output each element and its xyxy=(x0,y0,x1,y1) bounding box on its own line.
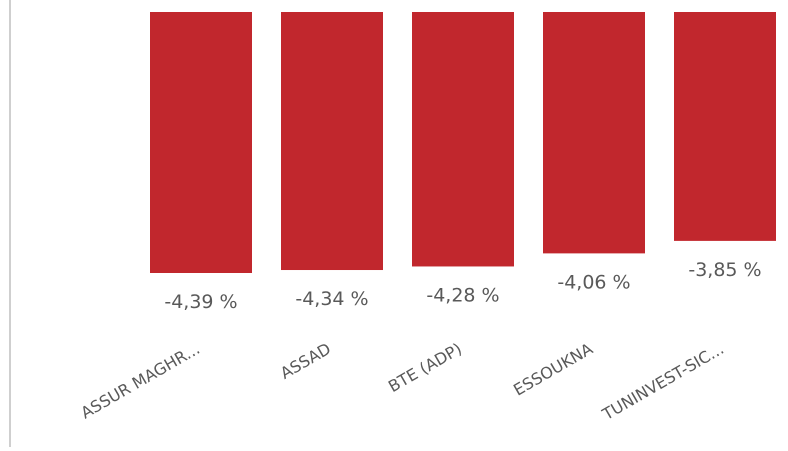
bars-group xyxy=(150,12,776,273)
bar xyxy=(674,12,776,241)
bar xyxy=(543,12,645,254)
category-label: ASSUR MAGHR... xyxy=(78,339,203,422)
data-label: -4,28 % xyxy=(426,284,499,306)
category-label: BTE (ADP) xyxy=(385,339,465,396)
value-labels-group: -4,39 % -4,34 % -4,28 % -4,06 % -3,85 % xyxy=(164,259,761,313)
data-label: -3,85 % xyxy=(688,259,761,281)
bar xyxy=(281,12,383,271)
category-label: ASSAD xyxy=(277,339,334,383)
data-label: -4,34 % xyxy=(295,288,368,310)
bar xyxy=(150,12,252,273)
data-label: -4,06 % xyxy=(557,271,630,293)
category-labels-group: ASSUR MAGHR... ASSAD BTE (ADP) ESSOUKNA TUNI… xyxy=(78,339,727,424)
category-label: ESSOUKNA xyxy=(510,339,596,400)
category-label: TUNINVEST-SIC... xyxy=(598,339,727,424)
data-label: -4,39 % xyxy=(164,291,237,313)
bar xyxy=(412,12,514,267)
